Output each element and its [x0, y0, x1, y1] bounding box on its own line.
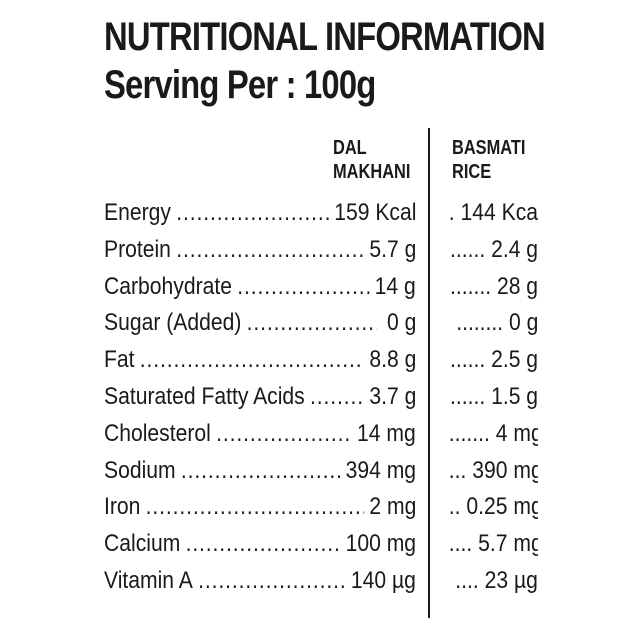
nutrient-name: Carbohydrate............................…: [104, 272, 377, 300]
column-header-basmati-rice: BASMATI RICE: [452, 136, 525, 184]
basmati-rice-value: .... 23 µg: [455, 566, 538, 594]
basmati-rice-value: .... 5.7 mg: [448, 530, 538, 558]
column-header-line: BASMATI: [452, 137, 526, 159]
table-row: Protein.................................…: [0, 232, 640, 270]
dal-makhani-value: 140 µg: [345, 563, 416, 598]
dal-makhani-value: 5.7 g: [363, 232, 416, 267]
column-header-line: MAKHANI: [333, 161, 411, 183]
table-row: Calcium.................................…: [0, 527, 640, 564]
basmati-rice-value: ...... 2.5 g: [449, 346, 538, 374]
nutrient-name: Vitamin A...............................…: [104, 566, 377, 594]
basmati-rice-value: .. 0.25 mg: [448, 493, 538, 521]
nutrient-name: Protein.................................…: [104, 235, 377, 263]
column-divider: [428, 128, 430, 618]
dal-makhani-value: 394 mg: [340, 453, 416, 488]
nutrient-name: Calcium.................................…: [104, 530, 377, 558]
nutrient-name: Saturated Fatty Acids...................…: [104, 382, 377, 410]
nutrient-name: Iron....................................…: [104, 493, 377, 521]
basmati-rice-value: ... 390 mg: [448, 456, 538, 484]
nutrient-name: Cholesterol.............................…: [104, 419, 377, 447]
dal-makhani-value: 3.7 g: [363, 379, 416, 414]
dal-makhani-value: 159 Kcal: [328, 196, 416, 230]
table-row: Cholesterol.............................…: [0, 416, 640, 454]
basmati-rice-value: ...... 1.5 g: [449, 382, 538, 410]
table-row: Fat.....................................…: [0, 343, 640, 380]
column-header-dal-makhani: DAL MAKHANI: [333, 136, 410, 184]
table-row: Vitamin A...............................…: [0, 563, 640, 601]
nutrient-name: Fat.....................................…: [104, 346, 377, 374]
table-row: Carbohydrate............................…: [0, 269, 640, 307]
dal-makhani-value: 0 g: [381, 306, 416, 341]
table-row: Energy..................................…: [0, 196, 640, 233]
dal-makhani-value: 2 mg: [363, 490, 416, 525]
serving-size: Serving Per : 100g: [104, 63, 376, 107]
dal-makhani-value: 14 g: [369, 269, 416, 304]
table-row: Sodium..................................…: [0, 453, 640, 491]
nutrient-name: Sodium..................................…: [104, 456, 377, 484]
basmati-rice-value: ....... 28 g: [449, 272, 538, 300]
page-title: NUTRITIONAL INFORMATION: [104, 15, 546, 59]
column-header-line: RICE: [452, 161, 492, 183]
basmati-rice-value: ....... 4 mg: [448, 419, 538, 447]
nutrient-table: Energy..................................…: [0, 196, 640, 601]
nutrient-name: Sugar (Added)...........................…: [104, 309, 377, 337]
basmati-rice-value: . 144 Kcal: [448, 199, 538, 226]
column-header-line: DAL: [333, 137, 367, 159]
dal-makhani-value: 100 mg: [340, 527, 416, 562]
basmati-rice-value: ........ 0 g: [455, 309, 538, 337]
table-row: Iron....................................…: [0, 490, 640, 527]
dal-makhani-value: 14 mg: [352, 416, 416, 451]
table-row: Sugar (Added)...........................…: [0, 306, 640, 343]
dal-makhani-value: 8.8 g: [363, 343, 416, 378]
basmati-rice-value: ...... 2.4 g: [449, 235, 538, 263]
table-row: Saturated Fatty Acids...................…: [0, 379, 640, 417]
